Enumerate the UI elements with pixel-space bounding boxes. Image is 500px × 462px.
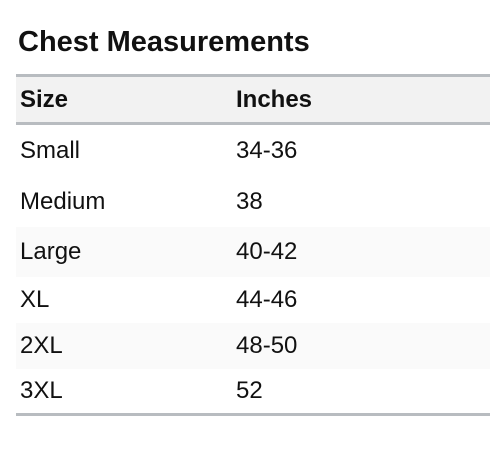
inches-cell: 40-42 (236, 238, 298, 265)
inches-cell: 38 (236, 188, 263, 215)
size-cell: Large (20, 238, 82, 265)
inches-cell: 52 (236, 377, 263, 404)
table-row: 3XL 52 (16, 369, 490, 415)
inches-cell: 48-50 (236, 332, 298, 359)
size-cell: 2XL (20, 332, 63, 359)
table-row: XL 44-46 (16, 277, 490, 323)
header-row: Size Inches (16, 75, 490, 124)
page-title: Chest Measurements (18, 26, 310, 58)
size-cell: 3XL (20, 377, 63, 404)
size-cell: Small (20, 137, 81, 164)
inches-cell: 34-36 (236, 137, 298, 164)
table-row: 2XL 48-50 (16, 323, 490, 369)
column-header-inches: Inches (236, 85, 313, 113)
size-cell: XL (20, 286, 50, 313)
column-header-size: Size (20, 85, 69, 113)
table-header: Size Inches (16, 75, 490, 124)
table-body: Small 34-36 Medium 38 Large 40-42 XL 44-… (16, 124, 490, 415)
table-row: Medium 38 (16, 177, 490, 227)
chest-measurements-table: Size Inches Small 34-36 Medium 38 Large … (16, 74, 490, 416)
table-row: Small 34-36 (16, 124, 490, 178)
table-row: Large 40-42 (16, 227, 490, 277)
size-cell: Medium (20, 188, 106, 215)
inches-cell: 44-46 (236, 286, 298, 313)
